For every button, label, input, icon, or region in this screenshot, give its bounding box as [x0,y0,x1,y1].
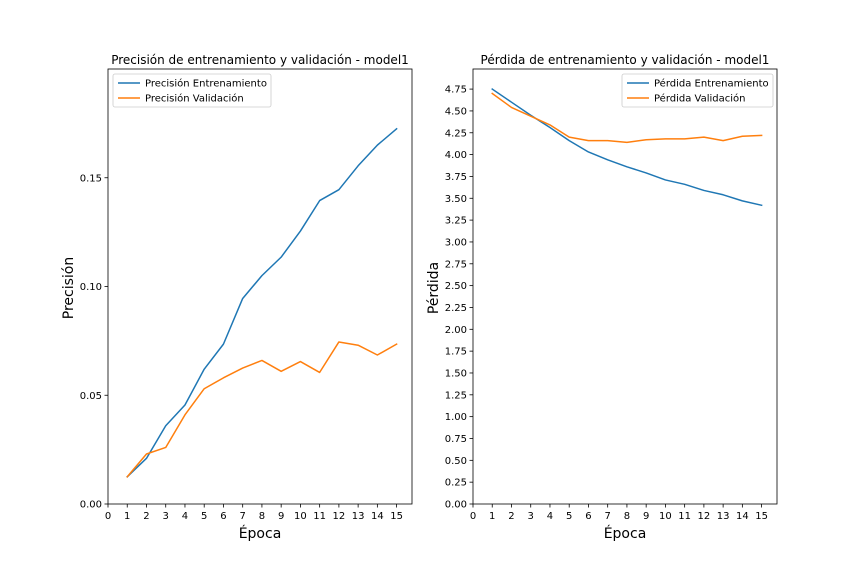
loss-x-tick-label: 11 [678,511,691,522]
accuracy-x-tick-label: 1 [124,511,130,522]
loss-x-tick-label: 0 [470,511,476,522]
accuracy-series-training-line [126,127,398,478]
accuracy-plot-frame [107,68,413,505]
loss-y-tick-label: 4.00 [445,150,467,161]
accuracy-chart-title: Precisión de entrenamiento y validación … [111,53,409,67]
loss-y-tick-label: 0.25 [445,478,467,489]
loss-x-tick-label: 6 [585,511,591,522]
accuracy-y-tick-label: 0.05 [80,391,102,402]
loss-y-tick-label: 2.50 [445,281,467,292]
loss-x-tick-label: 2 [508,511,514,522]
loss-plot-frame [472,68,778,505]
loss-y-tick-label: 1.00 [445,412,467,423]
accuracy-x-tick-label: 8 [259,511,265,522]
loss-y-tick-label: 1.25 [445,390,467,401]
accuracy-y-tick-label: 0.15 [80,173,102,184]
accuracy-x-tick-label: 4 [182,511,188,522]
loss-y-tick-label: 3.25 [445,216,467,227]
accuracy-x-tick-label: 3 [163,511,169,522]
loss-x-tick-label: 10 [659,511,672,522]
loss-y-tick-label: 4.75 [445,85,467,96]
loss-y-tick-label: 2.00 [445,325,467,336]
loss-series-validation-line [491,92,763,144]
loss-y-tick-label: 4.50 [445,106,467,117]
accuracy-x-tick-label: 12 [333,511,346,522]
loss-x-tick-label: 13 [717,511,730,522]
accuracy-y-tick-label: 0.00 [80,500,102,511]
loss-y-tick-label: 3.50 [445,194,467,205]
loss-x-axis-label: Época [604,525,647,542]
accuracy-x-tick-label: 6 [220,511,226,522]
accuracy-x-tick-label: 2 [143,511,149,522]
accuracy-legend [112,73,272,108]
accuracy-x-tick-label: 0 [105,511,111,522]
loss-y-tick-label: 1.75 [445,347,467,358]
accuracy-y-tick-label: 0.10 [80,282,102,293]
accuracy-x-axis-label: Época [239,525,282,542]
accuracy-x-tick-label: 14 [371,511,384,522]
loss-x-tick-label: 14 [736,511,749,522]
loss-y-axis-label: Pérdida [426,262,442,314]
loss-x-tick-label: 8 [624,511,630,522]
accuracy-x-tick-label: 11 [313,511,326,522]
loss-y-tick-label: 0.00 [445,500,467,511]
loss-x-tick-label: 1 [489,511,495,522]
accuracy-x-tick-label: 5 [201,511,207,522]
loss-legend-label: Pérdida Validación [654,93,746,105]
loss-y-tick-label: 3.00 [445,237,467,248]
accuracy-x-tick-label: 7 [239,511,245,522]
accuracy-legend-label: Precisión Validación [145,93,244,105]
loss-y-tick-label: 2.25 [445,303,467,314]
accuracy-x-tick-label: 10 [294,511,307,522]
loss-x-tick-label: 3 [528,511,534,522]
accuracy-legend-label: Precisión Entrenamiento [145,78,267,90]
loss-x-tick-label: 5 [566,511,572,522]
accuracy-chart: Precisión de entrenamiento y validación … [61,53,413,542]
loss-x-tick-label: 15 [755,511,768,522]
loss-chart: Pérdida de entrenamiento y validación - … [426,53,778,542]
loss-legend-label: Pérdida Entrenamiento [654,78,769,90]
loss-x-tick-label: 4 [547,511,553,522]
accuracy-series-validation-line [126,341,398,478]
loss-y-tick-label: 0.50 [445,456,467,467]
loss-legend [621,73,774,108]
loss-y-tick-label: 3.75 [445,172,467,183]
loss-x-tick-label: 7 [604,511,610,522]
accuracy-x-tick-label: 13 [352,511,365,522]
loss-x-tick-label: 12 [698,511,711,522]
loss-x-tick-label: 9 [643,511,649,522]
loss-y-tick-label: 4.25 [445,128,467,139]
accuracy-x-tick-label: 9 [278,511,284,522]
loss-y-tick-label: 2.75 [445,259,467,270]
loss-y-tick-label: 0.75 [445,434,467,445]
accuracy-y-axis-label: Precisión [61,257,77,319]
loss-y-tick-label: 1.50 [445,368,467,379]
loss-chart-title: Pérdida de entrenamiento y validación - … [481,53,770,67]
accuracy-x-tick-label: 15 [390,511,403,522]
